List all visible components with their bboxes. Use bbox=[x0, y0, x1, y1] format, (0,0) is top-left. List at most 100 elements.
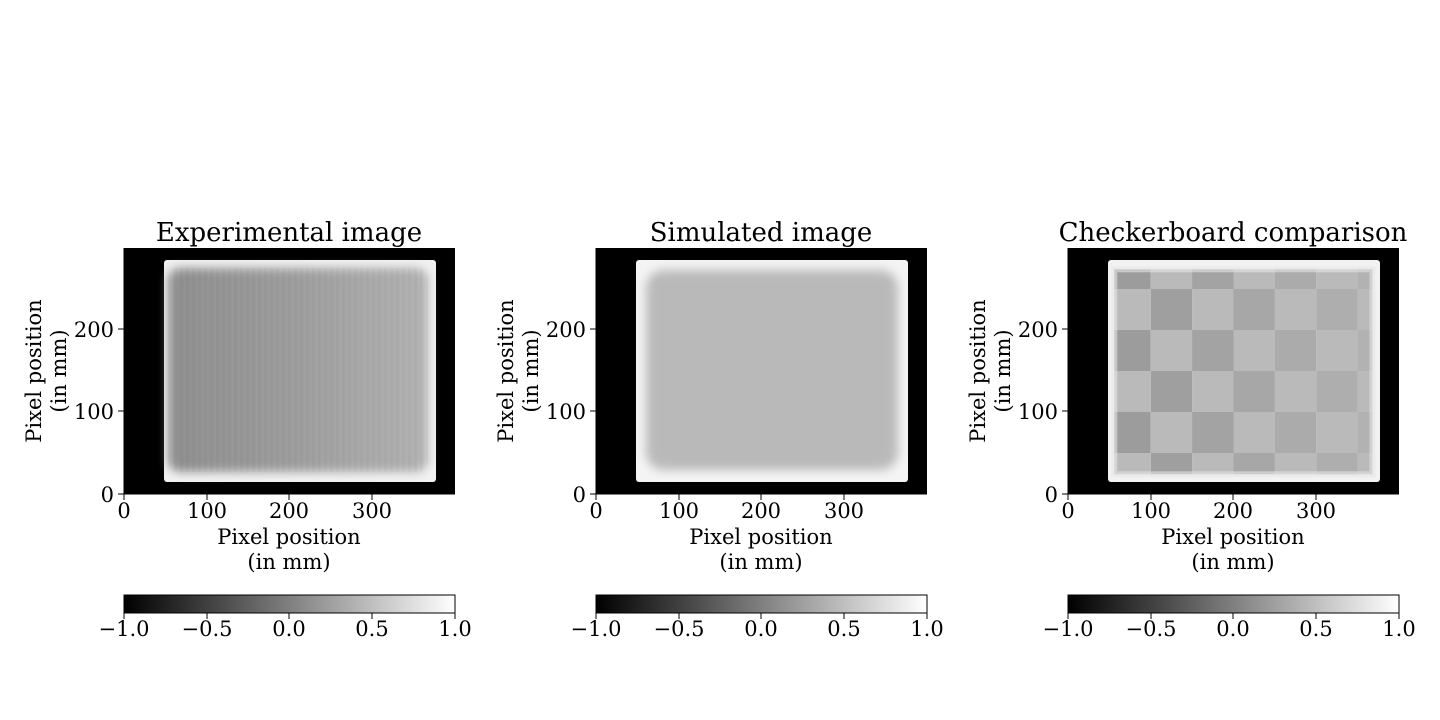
x-tick-label: 0 bbox=[117, 499, 130, 523]
y-tick-label: 100 bbox=[546, 400, 586, 424]
y-tick-100: 100 bbox=[74, 400, 124, 424]
y-tick-label: 0 bbox=[1045, 483, 1058, 507]
y-axis: 0 100 200 Pixel position (in mm) bbox=[22, 248, 125, 507]
y-tick-100: 100 bbox=[1018, 400, 1068, 424]
x-tick-label: 200 bbox=[1213, 499, 1253, 523]
checker-cell-simulated bbox=[1357, 453, 1373, 475]
colorbar-gradient bbox=[123, 594, 456, 614]
cbar-tick-5: 1.0 bbox=[910, 613, 944, 641]
x-tick-0: 0 bbox=[1061, 494, 1075, 523]
cbar-tick-label: 0.5 bbox=[827, 617, 860, 641]
checker-cell-simulated bbox=[1233, 330, 1275, 371]
cbar-tick-4: 0.5 bbox=[1299, 613, 1333, 641]
y-tick-0: 0 bbox=[1045, 483, 1068, 507]
checker-cell-simulated bbox=[1316, 412, 1358, 453]
cbar-tick-2: −0.5 bbox=[654, 613, 705, 641]
checker-cell-simulated bbox=[1150, 269, 1193, 289]
cbar-tick-3: 0.0 bbox=[744, 613, 778, 641]
cbar-tick-label: −0.5 bbox=[182, 617, 233, 641]
x-tick-label: 100 bbox=[187, 499, 227, 523]
checker-cell-experimental bbox=[1274, 269, 1317, 289]
checker-cell-simulated bbox=[1192, 371, 1234, 412]
x-tick-100: 100 bbox=[187, 494, 227, 523]
x-tick-0: 0 bbox=[589, 494, 603, 523]
y-tick-200: 200 bbox=[74, 318, 124, 342]
x-tick-label: 300 bbox=[824, 499, 864, 523]
x-tick-300: 300 bbox=[824, 494, 864, 523]
cbar-tick-4: 0.5 bbox=[355, 613, 389, 641]
x-tick-100: 100 bbox=[659, 494, 699, 523]
cbar-tick-3: 0.0 bbox=[1216, 613, 1250, 641]
cbar-tick-label: 0.5 bbox=[355, 617, 388, 641]
checker-cell-simulated bbox=[1357, 371, 1373, 412]
cbar-tick-4: 0.5 bbox=[827, 613, 861, 641]
cbar-tick-label: 0.0 bbox=[272, 617, 305, 641]
y-axis-label-line2: (in mm) bbox=[519, 329, 543, 412]
y-tick-200: 200 bbox=[546, 318, 596, 342]
x-tick-label: 300 bbox=[1296, 499, 1336, 523]
checker-cell-experimental bbox=[1274, 330, 1317, 371]
y-tick-200: 200 bbox=[1018, 318, 1068, 342]
cbar-tick-label: 1.0 bbox=[438, 617, 471, 641]
y-axis-label-line2: (in mm) bbox=[47, 329, 71, 412]
y-tick-label: 100 bbox=[1018, 400, 1058, 424]
checker-cell-simulated bbox=[1233, 269, 1275, 289]
cbar-tick-1: −1.0 bbox=[99, 613, 150, 641]
y-tick-0: 0 bbox=[101, 483, 124, 507]
checker-cell-simulated bbox=[1357, 289, 1373, 330]
checker-cell-experimental bbox=[1150, 371, 1193, 412]
x-tick-100: 100 bbox=[1131, 494, 1171, 523]
checker-cell-simulated bbox=[1192, 453, 1234, 475]
y-tick-label: 200 bbox=[546, 318, 586, 342]
checker-cell-experimental bbox=[1192, 330, 1234, 371]
y-axis: 0 100 200 Pixel position (in mm) bbox=[494, 248, 597, 507]
checker-cell-experimental bbox=[1233, 289, 1275, 330]
detector-stripes bbox=[168, 268, 428, 472]
cbar-tick-label: 1.0 bbox=[910, 617, 943, 641]
panel-checkerboard: Checkerboard comparison 0 100 200 300 Pi… bbox=[966, 218, 1416, 641]
checker-cell-experimental bbox=[1114, 269, 1151, 289]
y-tick-label: 200 bbox=[74, 318, 114, 342]
cbar-tick-label: −1.0 bbox=[99, 617, 150, 641]
cbar-tick-label: −1.0 bbox=[571, 617, 622, 641]
x-tick-label: 0 bbox=[1061, 499, 1074, 523]
x-axis-label-line2: (in mm) bbox=[719, 550, 802, 574]
y-tick-label: 0 bbox=[573, 483, 586, 507]
y-tick-label: 100 bbox=[74, 400, 114, 424]
cbar-tick-5: 1.0 bbox=[438, 613, 472, 641]
y-axis-label-line1: Pixel position bbox=[22, 299, 46, 442]
x-tick-200: 200 bbox=[269, 494, 309, 523]
y-tick-0: 0 bbox=[573, 483, 596, 507]
panel-title: Checkerboard comparison bbox=[1059, 218, 1408, 248]
x-axis-label-line1: Pixel position bbox=[217, 525, 360, 549]
x-tick-label: 200 bbox=[741, 499, 781, 523]
checker-cell-simulated bbox=[1274, 453, 1317, 475]
x-axis-label-line1: Pixel position bbox=[689, 525, 832, 549]
cbar-tick-label: 0.5 bbox=[1299, 617, 1332, 641]
x-tick-300: 300 bbox=[1296, 494, 1336, 523]
x-axis-label-line2: (in mm) bbox=[1191, 550, 1274, 574]
checker-cell-simulated bbox=[1274, 289, 1317, 330]
checker-cell-simulated bbox=[1114, 289, 1151, 330]
checker-cell-experimental bbox=[1357, 412, 1373, 453]
x-axis-label-line1: Pixel position bbox=[1161, 525, 1304, 549]
y-tick-label: 0 bbox=[101, 483, 114, 507]
x-axis-label-line2: (in mm) bbox=[247, 550, 330, 574]
cbar-tick-2: −0.5 bbox=[1126, 613, 1177, 641]
cbar-tick-3: 0.0 bbox=[272, 613, 306, 641]
object-edge-glow bbox=[1111, 266, 1376, 478]
image-area bbox=[124, 248, 455, 494]
cbar-tick-label: 0.0 bbox=[744, 617, 777, 641]
colorbar-gradient bbox=[595, 594, 928, 614]
x-tick-label: 0 bbox=[589, 499, 602, 523]
checkerboard-cells bbox=[1111, 266, 1376, 478]
x-tick-200: 200 bbox=[1213, 494, 1253, 523]
cbar-tick-label: 0.0 bbox=[1216, 617, 1249, 641]
x-tick-label: 300 bbox=[352, 499, 392, 523]
cbar-tick-label: −0.5 bbox=[1126, 617, 1177, 641]
checker-cell-simulated bbox=[1316, 330, 1358, 371]
panel-title: Experimental image bbox=[156, 218, 422, 248]
colorbar: −1.0 −0.5 0.0 0.5 1.0 bbox=[99, 594, 472, 641]
checker-cell-experimental bbox=[1114, 412, 1151, 453]
